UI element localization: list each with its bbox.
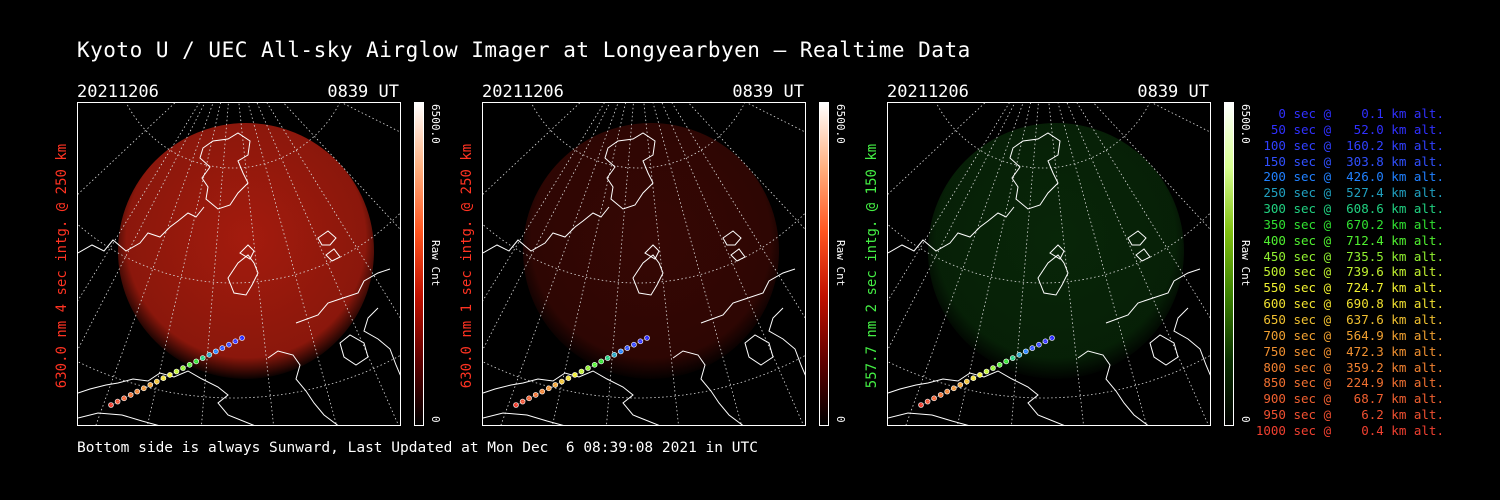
allsky-map: [887, 102, 1211, 426]
legend-entry: 0 sec @ 0.1 km alt.: [1255, 106, 1444, 121]
allsky-map: [77, 102, 401, 426]
legend-entry: 1000 sec @ 0.4 km alt.: [1255, 422, 1444, 438]
legend-entry: 750 sec @ 472.3 km alt.: [1255, 343, 1444, 359]
footer-status: Bottom side is always Sunward, Last Upda…: [77, 440, 758, 456]
legend-entry: 50 sec @ 52.0 km alt.: [1255, 121, 1444, 137]
panel-date: 20211206: [887, 82, 969, 102]
image-panel-2: 20211206 0839 UT 630.0 nm 1 sec intg. @ …: [459, 80, 882, 440]
image-panel-1: 20211206 0839 UT 630.0 nm 4 sec intg. @ …: [54, 80, 477, 440]
legend-entry: 600 sec @ 690.8 km alt.: [1255, 296, 1444, 312]
legend-entry: 300 sec @ 608.6 km alt.: [1255, 201, 1444, 217]
airglow-disc: [523, 123, 779, 379]
panel-date: 20211206: [482, 82, 564, 102]
legend-entry: 500 sec @ 739.6 km alt.: [1255, 264, 1444, 280]
panel-time: 0839 UT: [1137, 82, 1209, 102]
colorbar: [819, 102, 829, 426]
legend-entry: 800 sec @ 359.2 km alt.: [1255, 359, 1444, 375]
legend-entry: 550 sec @ 724.7 km alt.: [1255, 280, 1444, 296]
legend-entry: 200 sec @ 426.0 km alt.: [1255, 169, 1444, 185]
legend-entry: 250 sec @ 527.4 km alt.: [1255, 185, 1444, 201]
legend-entry: 700 sec @ 564.9 km alt.: [1255, 327, 1444, 343]
panel-date: 20211206: [77, 82, 159, 102]
panel-side-label: 630.0 nm 1 sec intg. @ 250 km: [459, 143, 475, 389]
allsky-image: [78, 103, 400, 425]
legend-entry: 100 sec @ 160.2 km alt.: [1255, 137, 1444, 153]
legend-entry: 650 sec @ 637.6 km alt.: [1255, 311, 1444, 327]
colorbar: [414, 102, 424, 426]
panel-side-label: 557.7 nm 2 sec intg. @ 150 km: [864, 143, 880, 389]
airglow-disc: [118, 123, 374, 379]
legend-entry: 350 sec @ 670.2 km alt.: [1255, 216, 1444, 232]
allsky-image: [888, 103, 1210, 425]
airglow-disc: [928, 123, 1184, 379]
page-title: Kyoto U / UEC All-sky Airglow Imager at …: [77, 38, 971, 62]
allsky-map: [482, 102, 806, 426]
panel-time: 0839 UT: [732, 82, 804, 102]
legend-entry: 850 sec @ 224.9 km alt.: [1255, 375, 1444, 391]
allsky-image: [483, 103, 805, 425]
legend-entry: 900 sec @ 68.7 km alt.: [1255, 391, 1444, 407]
colorbar: [1224, 102, 1234, 426]
image-panel-3: 20211206 0839 UT 557.7 nm 2 sec intg. @ …: [864, 80, 1287, 440]
legend-entry: 400 sec @ 712.4 km alt.: [1255, 232, 1444, 248]
trajectory-legend: 0 sec @ 0.1 km alt. 50 sec @ 52.0 km alt…: [1256, 106, 1444, 439]
legend-entry: 950 sec @ 6.2 km alt.: [1255, 407, 1444, 423]
legend-entry: 450 sec @ 735.5 km alt.: [1255, 248, 1444, 264]
panel-time: 0839 UT: [327, 82, 399, 102]
legend-entry: 150 sec @ 303.8 km alt.: [1255, 153, 1444, 169]
panel-side-label: 630.0 nm 4 sec intg. @ 250 km: [54, 143, 70, 389]
